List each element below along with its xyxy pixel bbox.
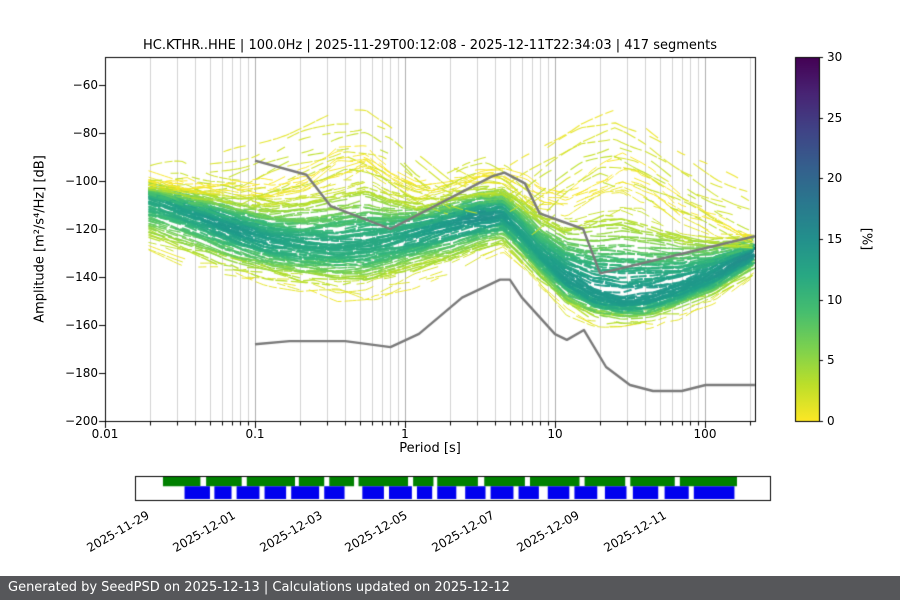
x-axis-label: Period [s] [399,441,461,456]
y-tick-label: −180 [65,366,98,380]
y-tick-label: −140 [65,270,98,284]
chart-title: HC.KTHR..HHE | 100.0Hz | 2025-11-29T00:1… [142,38,717,53]
colorbar-tick-label: 25 [827,110,843,125]
y-tick-label: −80 [72,126,98,140]
colorbar-tick-label: 0 [827,414,835,428]
colorbar-tick-label: 15 [827,232,843,246]
colorbar-tick-label: 5 [827,353,835,368]
y-tick-label: −60 [72,78,98,92]
x-tick-label: 100 [693,427,717,441]
colorbar-tick-label: 10 [827,292,843,307]
footer-text: Generated by SeedPSD on 2025-12-13 | Cal… [8,580,510,595]
colorbar-tick-label: 20 [827,171,843,186]
x-tick-label: 0.01 [91,427,119,441]
x-tick-label: 10 [547,427,563,441]
x-tick-label: 1 [401,427,409,441]
y-tick-label: −160 [65,318,98,332]
y-tick-label: −120 [65,222,98,236]
x-tick-label: 0.1 [245,427,265,441]
footer-bar: Generated by SeedPSD on 2025-12-13 | Cal… [0,576,900,600]
y-tick-label: −100 [65,174,98,188]
y-tick-label: −200 [65,414,98,428]
colorbar-tick-label: 30 [827,50,843,64]
